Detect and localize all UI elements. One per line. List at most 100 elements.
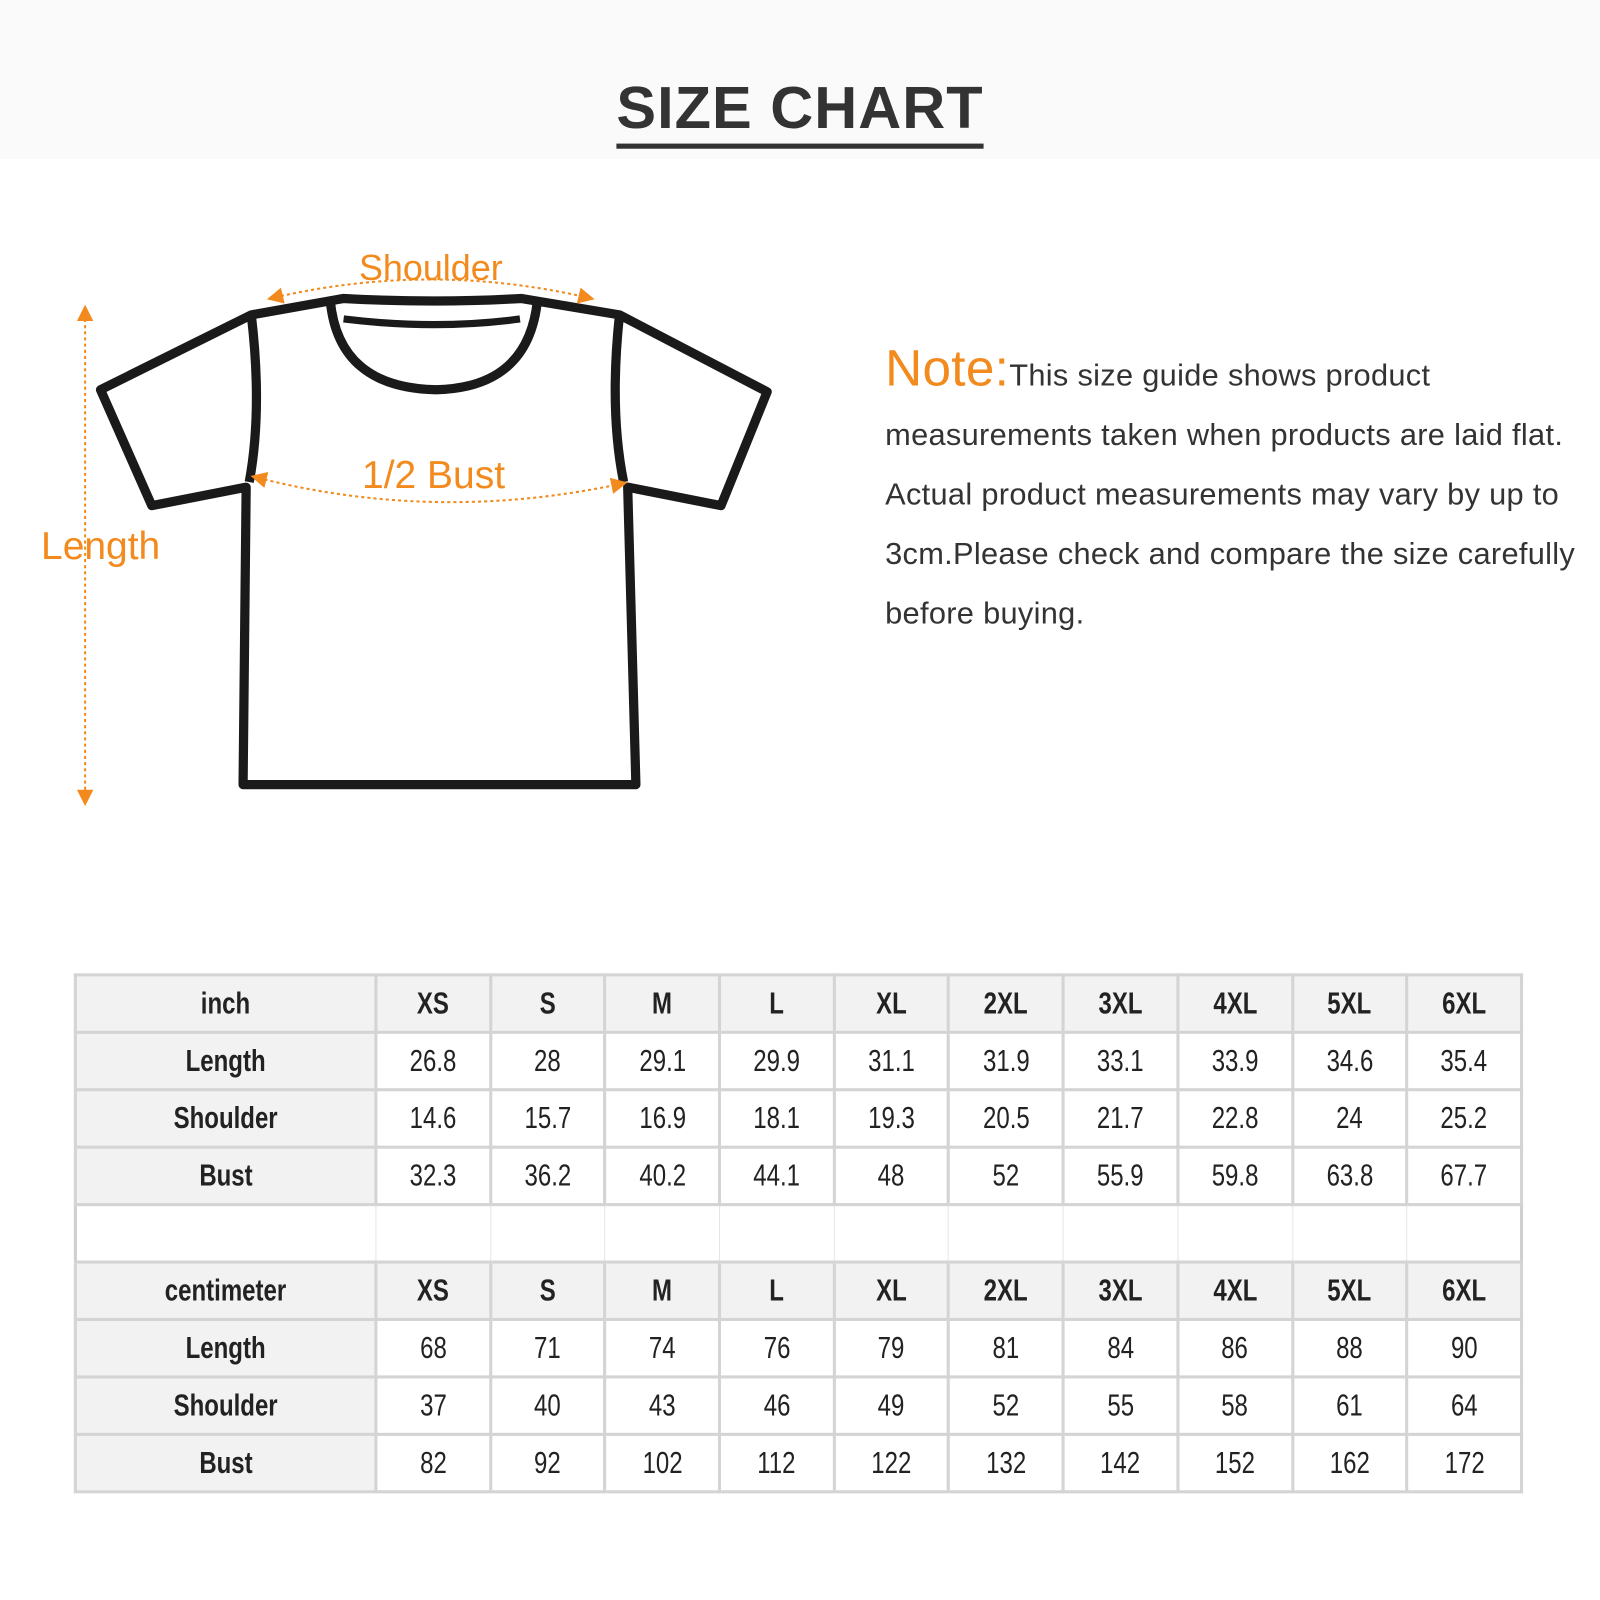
measurement-cell: 79 [832,1317,951,1379]
measurement-cell: 32.3 [374,1145,492,1207]
bust-label: 1/2 Bust [362,454,506,498]
measurement-cell-text: 59.8 [1211,1158,1259,1193]
measurement-cell-text: 28 [534,1043,562,1078]
size-header: S [488,973,607,1034]
empty-cell [489,1203,606,1264]
empty-cell [1406,1203,1523,1264]
unit-header: inch [73,973,378,1034]
measurement-cell-text: 55 [1107,1388,1134,1423]
measurement-cell: 34.6 [1290,1030,1409,1092]
size-header-text: 2XL [983,986,1028,1020]
table-row: Shoulder 14.6 15.7 16.9 18.1 19.3 20.5 21.7 22.8… [73,1088,1524,1149]
measurement-cell: 172 [1405,1432,1524,1494]
table-row: Bust 32.3 36.2 40.2 44.1 48 52 55.9 59.8 63.8 67.7 [73,1145,1524,1207]
measurement-cell-text: 67.7 [1440,1158,1488,1193]
size-header-text: 5XL [1327,986,1372,1020]
measurement-cell-text: 48 [878,1158,905,1193]
size-header: 5XL [1290,1260,1409,1322]
collar [325,300,543,395]
measurement-cell: 82 [374,1432,492,1494]
measurement-cell: 162 [1290,1432,1409,1494]
measurement-cell-text: 33.9 [1211,1043,1259,1078]
measurement-cell-text: 58 [1221,1388,1249,1423]
size-header: XL [832,1260,951,1322]
measurement-cell: 49 [832,1375,951,1436]
measurement-cell: 40 [488,1375,607,1436]
measurement-cell: 68 [374,1317,492,1379]
page-title-text: SIZE CHART [616,75,984,149]
measurement-cell: 14.6 [374,1088,492,1149]
measurement-cell-text: 33.1 [1097,1043,1144,1078]
measurement-cell: 22.8 [1176,1088,1294,1149]
measurement-cell: 74 [603,1317,722,1379]
size-header: M [603,973,722,1034]
measurement-cell-text: 86 [1221,1330,1249,1365]
empty-cell [833,1203,950,1264]
measurement-cell-text: 112 [757,1445,796,1480]
size-header: 2XL [947,973,1065,1034]
measurement-cell-text: 102 [642,1445,683,1480]
measurement-cell: 55.9 [1061,1145,1180,1207]
measurement-cell-text: 35.4 [1440,1043,1488,1078]
empty-cell [1177,1203,1293,1264]
table-row: Bust 82 92 102 112 122 132 142 152 162 172 [73,1432,1524,1494]
measurement-cell: 59.8 [1176,1145,1294,1207]
empty-cell [604,1203,721,1264]
size-header: 3XL [1061,1260,1180,1322]
measurement-cell: 71 [488,1317,607,1379]
measurement-cell-text: 84 [1107,1330,1134,1365]
measurement-cell-text: 61 [1336,1388,1363,1423]
unit-header-text: centimeter [164,1273,287,1308]
page-title: SIZE CHART [0,74,1600,149]
measurement-cell-text: 162 [1329,1445,1370,1480]
measurement-cell: 122 [832,1432,951,1494]
empty-cell [1291,1203,1408,1264]
collar-inner [343,315,521,329]
shoulder-arrow [266,278,595,304]
size-header-text: L [769,1273,785,1308]
row-label-text: Length [185,1043,266,1078]
unit-header-text: inch [200,986,251,1020]
measurement-cell-text: 82 [419,1445,447,1480]
size-header-text: 4XL [1213,986,1258,1020]
measurement-cell-text: 16.9 [638,1101,686,1135]
size-header: 3XL [1061,973,1180,1034]
measurement-cell: 81 [947,1317,1065,1379]
empty-cell [948,1203,1064,1264]
size-header: XL [832,973,951,1034]
measurement-cell: 25.2 [1405,1088,1524,1149]
measurement-cell-text: 14.6 [409,1101,457,1135]
measurement-cell-text: 37 [419,1388,447,1423]
size-header: 4XL [1176,973,1294,1034]
measurement-cell-text: 44.1 [753,1158,801,1193]
measurement-cell: 48 [832,1145,951,1207]
size-header-text: XS [417,986,450,1020]
empty-cell [1062,1203,1179,1264]
size-header-text: XL [876,986,907,1020]
row-label-text: Shoulder [173,1101,278,1135]
measurement-cell: 76 [718,1317,836,1379]
measurement-cell: 33.9 [1176,1030,1294,1092]
measurement-cell-text: 52 [992,1388,1020,1423]
table-header-row: centimeter XS S M L XL 2XL 3XL 4XL 5XL 6XL [73,1260,1524,1322]
measurement-cell: 37 [374,1375,492,1436]
measurement-cell-text: 43 [648,1388,676,1423]
measurement-cell: 46 [718,1375,836,1436]
measurement-cell: 112 [718,1432,836,1494]
measurement-cell: 19.3 [832,1088,951,1149]
row-label-text: Length [185,1330,266,1365]
size-header: XS [374,1260,492,1322]
note-text: This size guide shows product measuremen… [885,358,1576,631]
tshirt-diagram [76,278,772,807]
measurement-cell-text: 63.8 [1326,1158,1373,1193]
table-row: Shoulder 37 40 43 46 49 52 55 58 61 64 [73,1375,1524,1436]
measurement-cell-text: 24 [1336,1101,1363,1135]
measurement-cell-text: 32.3 [409,1158,457,1193]
right-sleeve-seam [610,314,629,483]
measurement-cell: 33.1 [1061,1030,1180,1092]
measurement-cell-text: 22.8 [1211,1101,1259,1135]
size-header-text: 2XL [983,1273,1028,1308]
measurement-cell: 44.1 [718,1145,836,1207]
size-header-text: 5XL [1327,1273,1372,1308]
